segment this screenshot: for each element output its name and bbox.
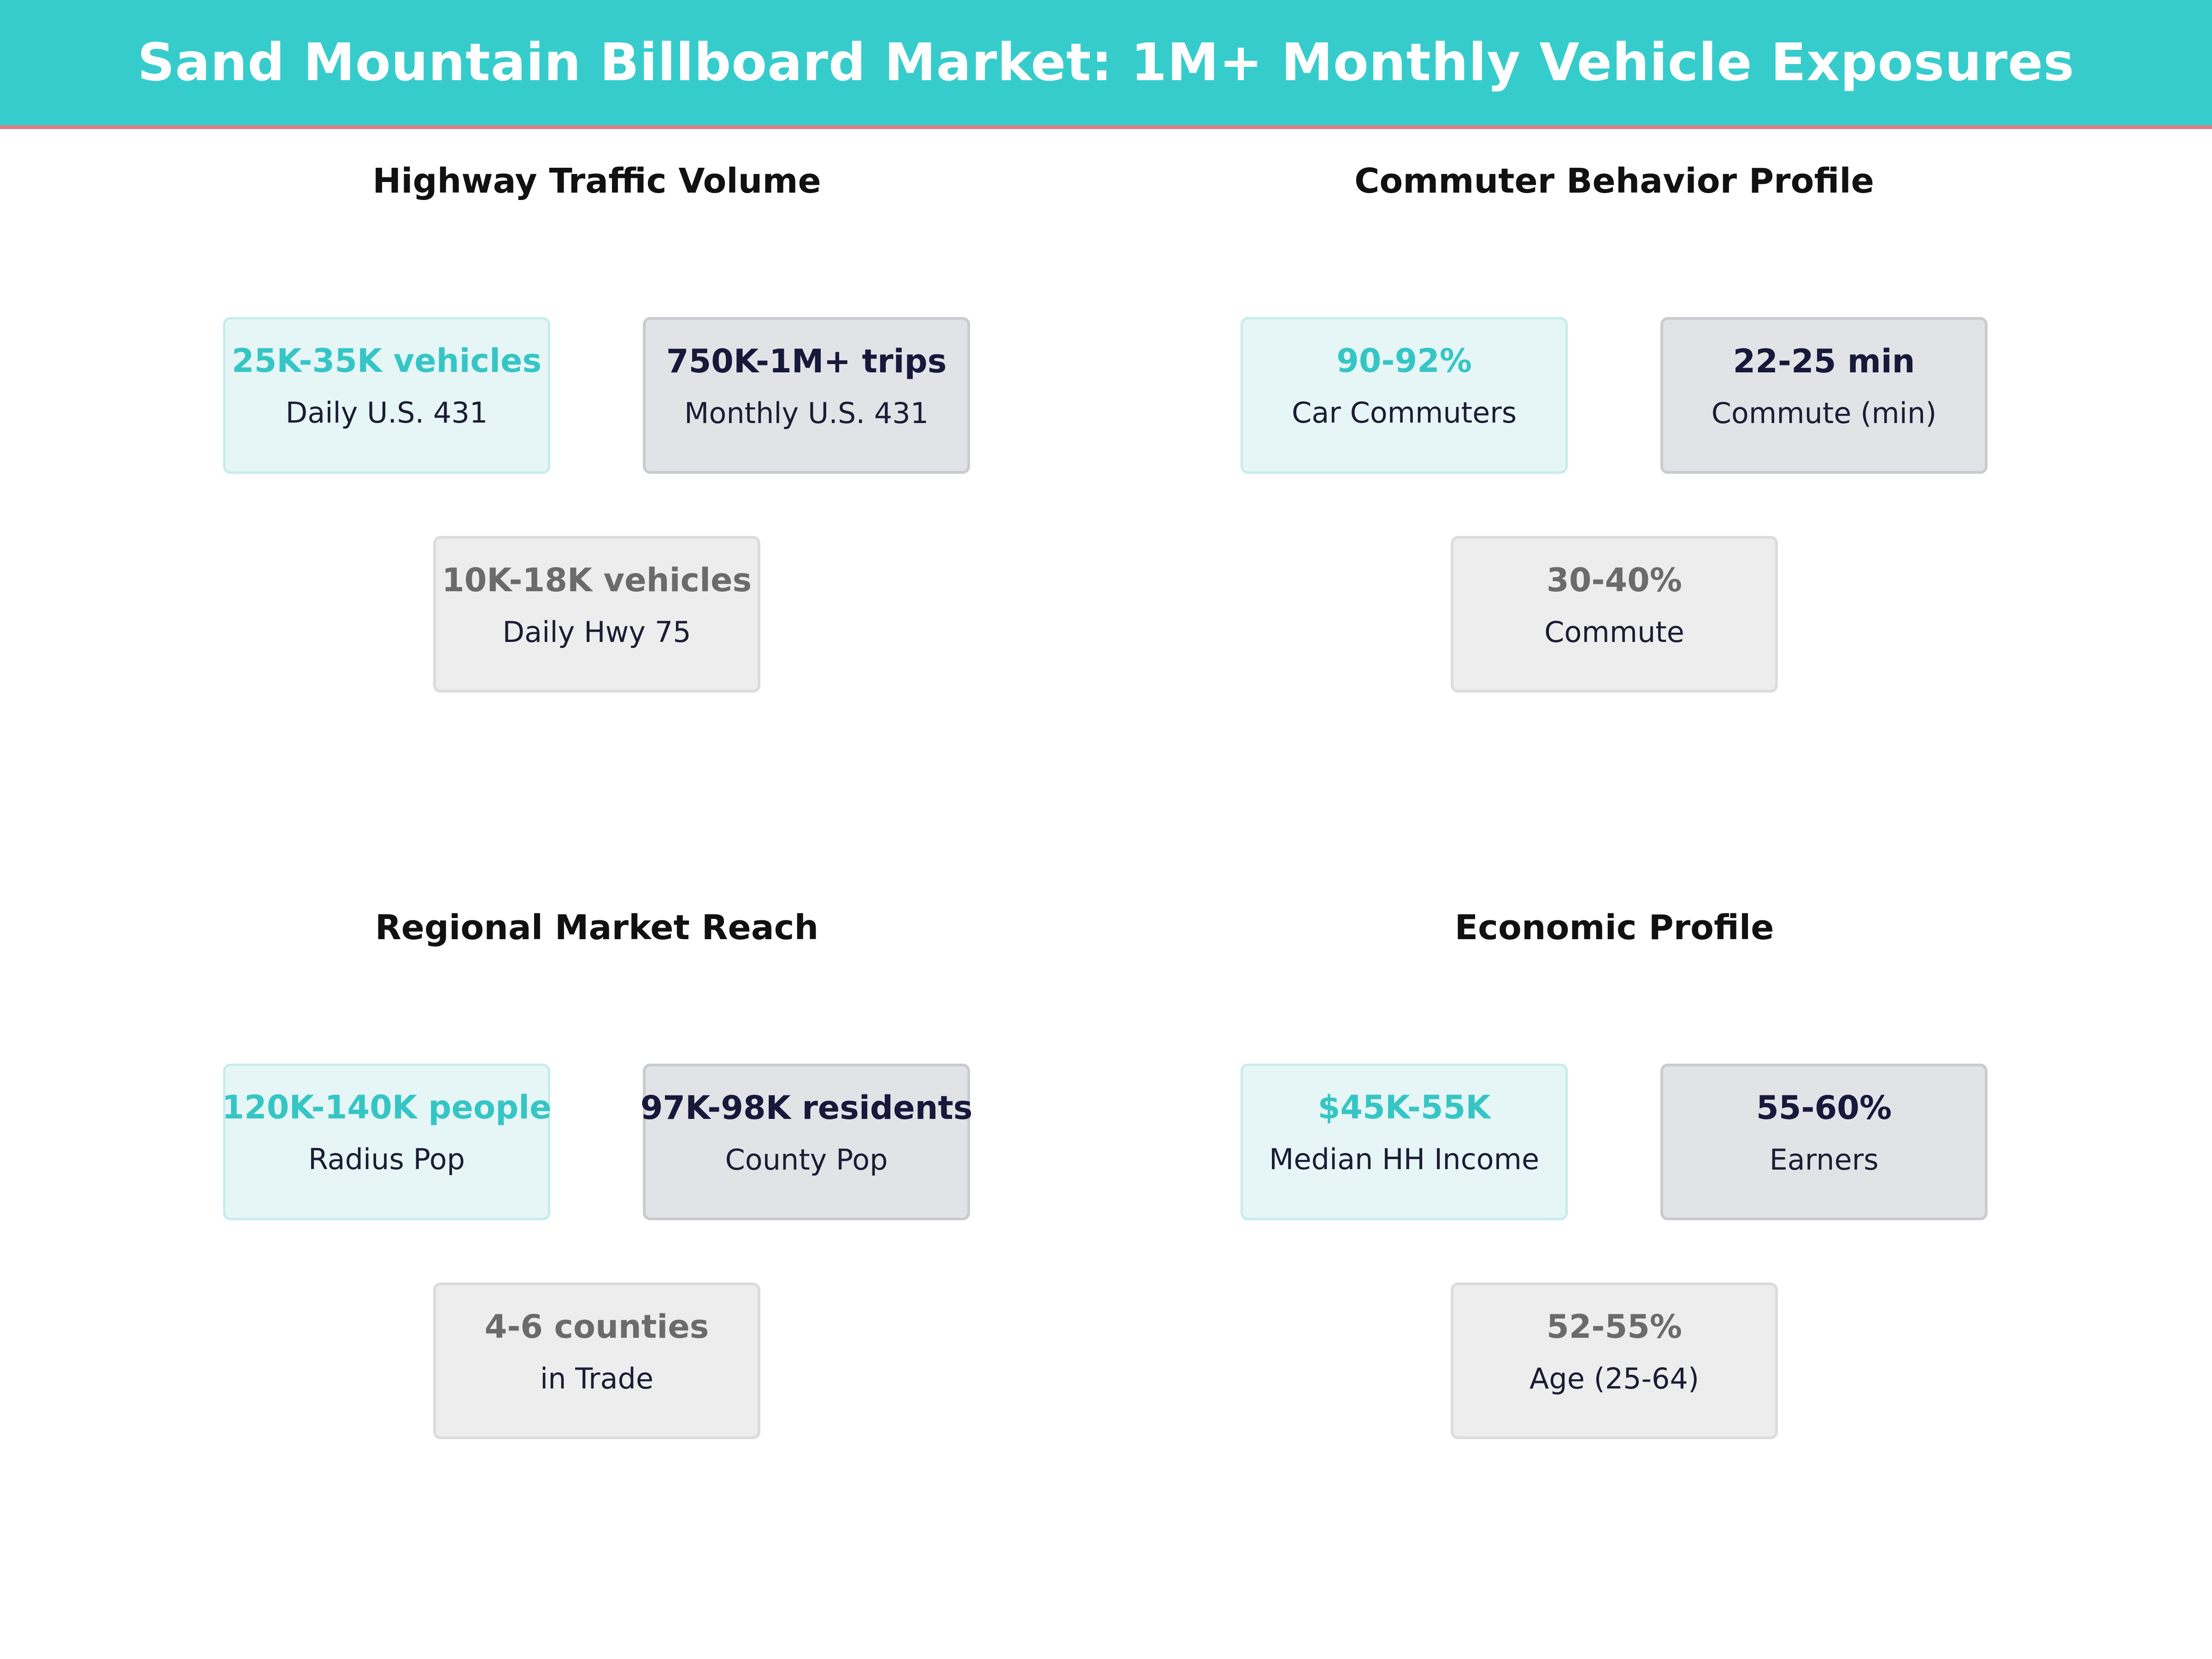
metric-card-commute-share: 30-40% Commute [1451, 536, 1778, 693]
metric-value: 55-60% [1756, 1089, 1892, 1127]
panel-title-commuter-behavior: Commuter Behavior Profile [1354, 161, 1874, 201]
metric-value: 22-25 min [1733, 342, 1915, 380]
metric-value: 90-92% [1336, 342, 1472, 380]
metric-card-daily-hwy75: 10K-18K vehicles Daily Hwy 75 [433, 536, 760, 693]
metric-label: Earners [1769, 1143, 1879, 1177]
metric-value: 4-6 counties [484, 1308, 709, 1346]
metric-value: 750K-1M+ trips [666, 342, 947, 380]
metric-label: Daily Hwy 75 [502, 615, 691, 649]
metric-card-monthly-us431: 750K-1M+ trips Monthly U.S. 431 [643, 317, 970, 474]
metric-value: $45K-55K [1318, 1088, 1491, 1126]
metric-card-county-pop: 97K-98K residents County Pop [640, 1064, 973, 1220]
panel-title-highway-traffic: Highway Traffic Volume [372, 161, 821, 201]
panel-title-economic-profile: Economic Profile [1454, 908, 1774, 947]
metric-card-car-commuters: 90-92% Car Commuters [1241, 317, 1568, 474]
metric-value: 30-40% [1546, 561, 1682, 599]
metric-card-daily-us431: 25K-35K vehicles Daily U.S. 431 [223, 317, 550, 474]
metric-card-commute-minutes: 22-25 min Commute (min) [1660, 317, 1988, 474]
metric-label: Car Commuters [1291, 396, 1517, 429]
metric-label: Radius Pop [308, 1142, 465, 1176]
metric-card-age-share: 52-55% Age (25-64) [1451, 1282, 1778, 1439]
metric-value: 97K-98K residents [640, 1089, 973, 1127]
panel-title-regional-reach: Regional Market Reach [375, 908, 819, 947]
metric-label: Monthly U.S. 431 [684, 396, 929, 430]
metric-value: 120K-140K people [222, 1088, 552, 1126]
metric-card-radius-pop: 120K-140K people Radius Pop [222, 1064, 552, 1220]
metric-label: Daily U.S. 431 [285, 396, 488, 429]
metric-label: in Trade [540, 1362, 653, 1395]
header-banner: Sand Mountain Billboard Market: 1M+ Mont… [0, 0, 2212, 129]
metric-label: Commute (min) [1711, 396, 1937, 430]
metric-label: Median HH Income [1269, 1142, 1540, 1176]
metric-label: Age (25-64) [1529, 1362, 1700, 1395]
metric-card-median-income: $45K-55K Median HH Income [1241, 1064, 1568, 1220]
metric-label: Commute [1544, 615, 1684, 649]
metric-label: County Pop [725, 1143, 888, 1177]
metric-value: 52-55% [1546, 1308, 1682, 1346]
metric-value: 25K-35K vehicles [231, 342, 542, 380]
page-title: Sand Mountain Billboard Market: 1M+ Mont… [137, 33, 2075, 93]
metric-card-trade-counties: 4-6 counties in Trade [433, 1282, 760, 1439]
metric-card-earners: 55-60% Earners [1660, 1064, 1988, 1220]
metric-value: 10K-18K vehicles [441, 561, 752, 599]
